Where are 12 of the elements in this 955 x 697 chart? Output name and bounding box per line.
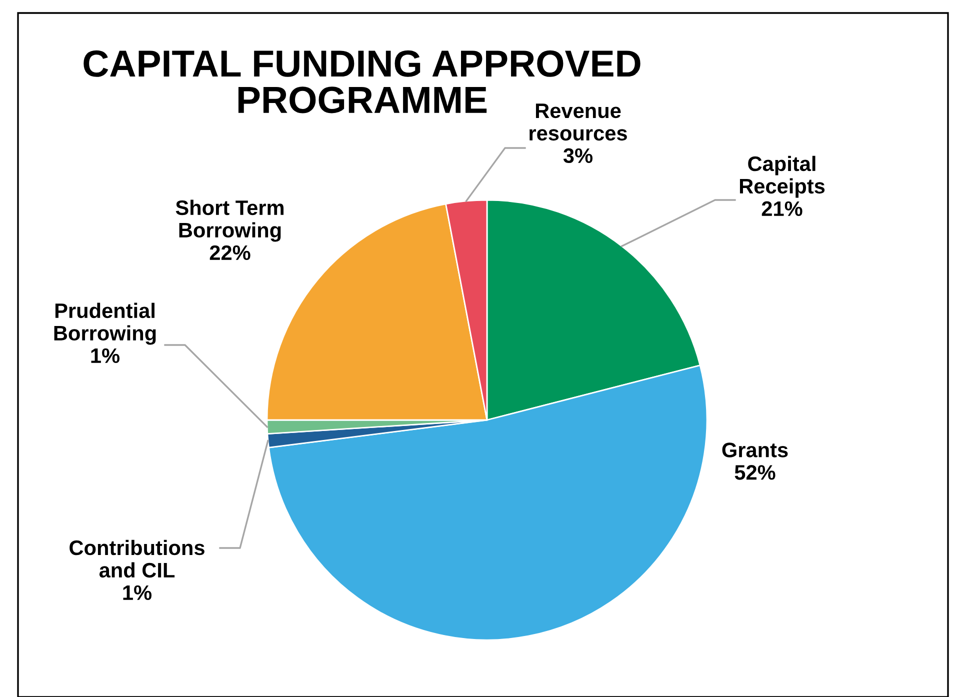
slice-label: Short Term Borrowing bbox=[176, 200, 284, 242]
slice-label: Capital Receipts bbox=[740, 156, 825, 198]
slice-label: Grants bbox=[722, 442, 788, 458]
slice-label: Contributions and CIL bbox=[70, 540, 204, 578]
slice-label: Revenue resources bbox=[530, 104, 627, 141]
data-label: 22% bbox=[210, 245, 250, 260]
data-label: 3% bbox=[563, 148, 593, 164]
data-label: 1% bbox=[123, 585, 152, 600]
data-label: 1% bbox=[91, 348, 120, 364]
data-label: 21% bbox=[762, 201, 802, 216]
slice-label: Prudential Borrowing bbox=[54, 302, 156, 345]
data-label: 52% bbox=[734, 465, 776, 480]
